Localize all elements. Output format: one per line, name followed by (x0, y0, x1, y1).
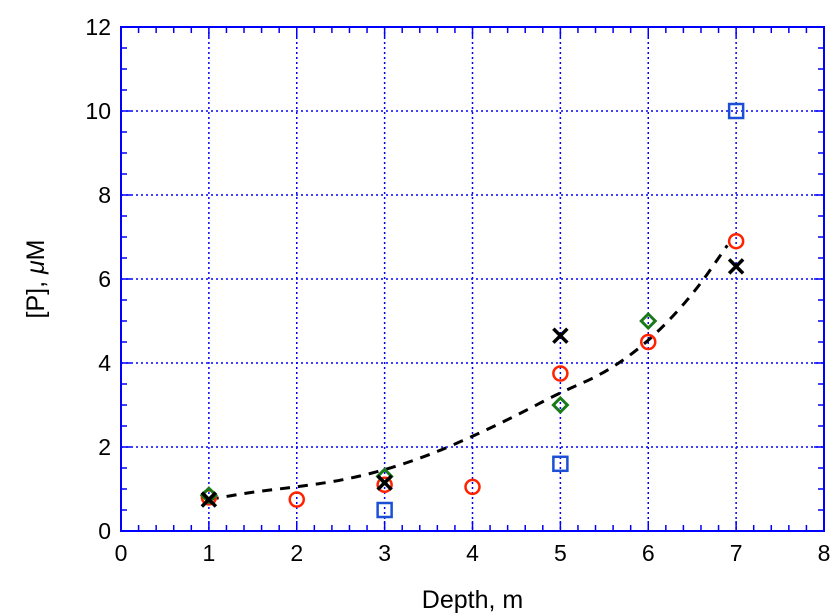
circle-point (552, 365, 569, 382)
y-tick-label: 6 (98, 266, 111, 292)
plot-frame (120, 26, 825, 532)
y-axis-title-suffix: M (22, 240, 50, 261)
cross-stroke (727, 258, 745, 275)
y-axis-title-prefix: [P], (22, 274, 50, 318)
x-tick-label: 8 (818, 540, 831, 566)
square-point (552, 455, 569, 473)
circle-point (376, 476, 393, 494)
x-tick-label: 2 (290, 540, 303, 566)
square-point (376, 501, 393, 519)
diamond-point (639, 311, 658, 331)
x-axis-title: Depth, m (422, 586, 523, 614)
x-tick-label: 3 (378, 540, 391, 566)
fit-line-layer (208, 244, 729, 501)
x-tick-label: 7 (730, 540, 743, 566)
y-tick-label: 12 (85, 14, 111, 40)
circle-point (727, 232, 745, 250)
y-tick-label: 10 (85, 98, 111, 124)
cross-point (376, 474, 393, 491)
y-tick-label: 4 (98, 350, 111, 376)
circle-point (640, 333, 657, 351)
fit-line (208, 244, 729, 501)
x-tick-label: 0 (115, 540, 128, 566)
x-tick-label: 4 (466, 540, 479, 566)
y-tick-label: 2 (98, 434, 111, 460)
cross-stroke (552, 327, 569, 344)
cross-point (200, 491, 218, 508)
grid (121, 27, 824, 531)
cross-stroke (200, 491, 218, 508)
diamond-point (551, 395, 570, 415)
square-point (727, 102, 745, 120)
cross-point (727, 258, 745, 275)
markers-layer (199, 102, 745, 519)
cross-stroke (376, 474, 393, 491)
cross-point (552, 327, 569, 344)
circle-point (288, 491, 305, 508)
x-tick-label: 6 (642, 540, 655, 566)
circle-point (464, 478, 481, 496)
y-tick-label: 0 (98, 518, 111, 544)
x-tick-label: 5 (554, 540, 567, 566)
y-axis-title: [P], μM (22, 240, 50, 319)
y-tick-label: 8 (98, 182, 111, 208)
y-axis-title-mu: μ (22, 260, 50, 275)
x-tick-label: 1 (202, 540, 215, 566)
